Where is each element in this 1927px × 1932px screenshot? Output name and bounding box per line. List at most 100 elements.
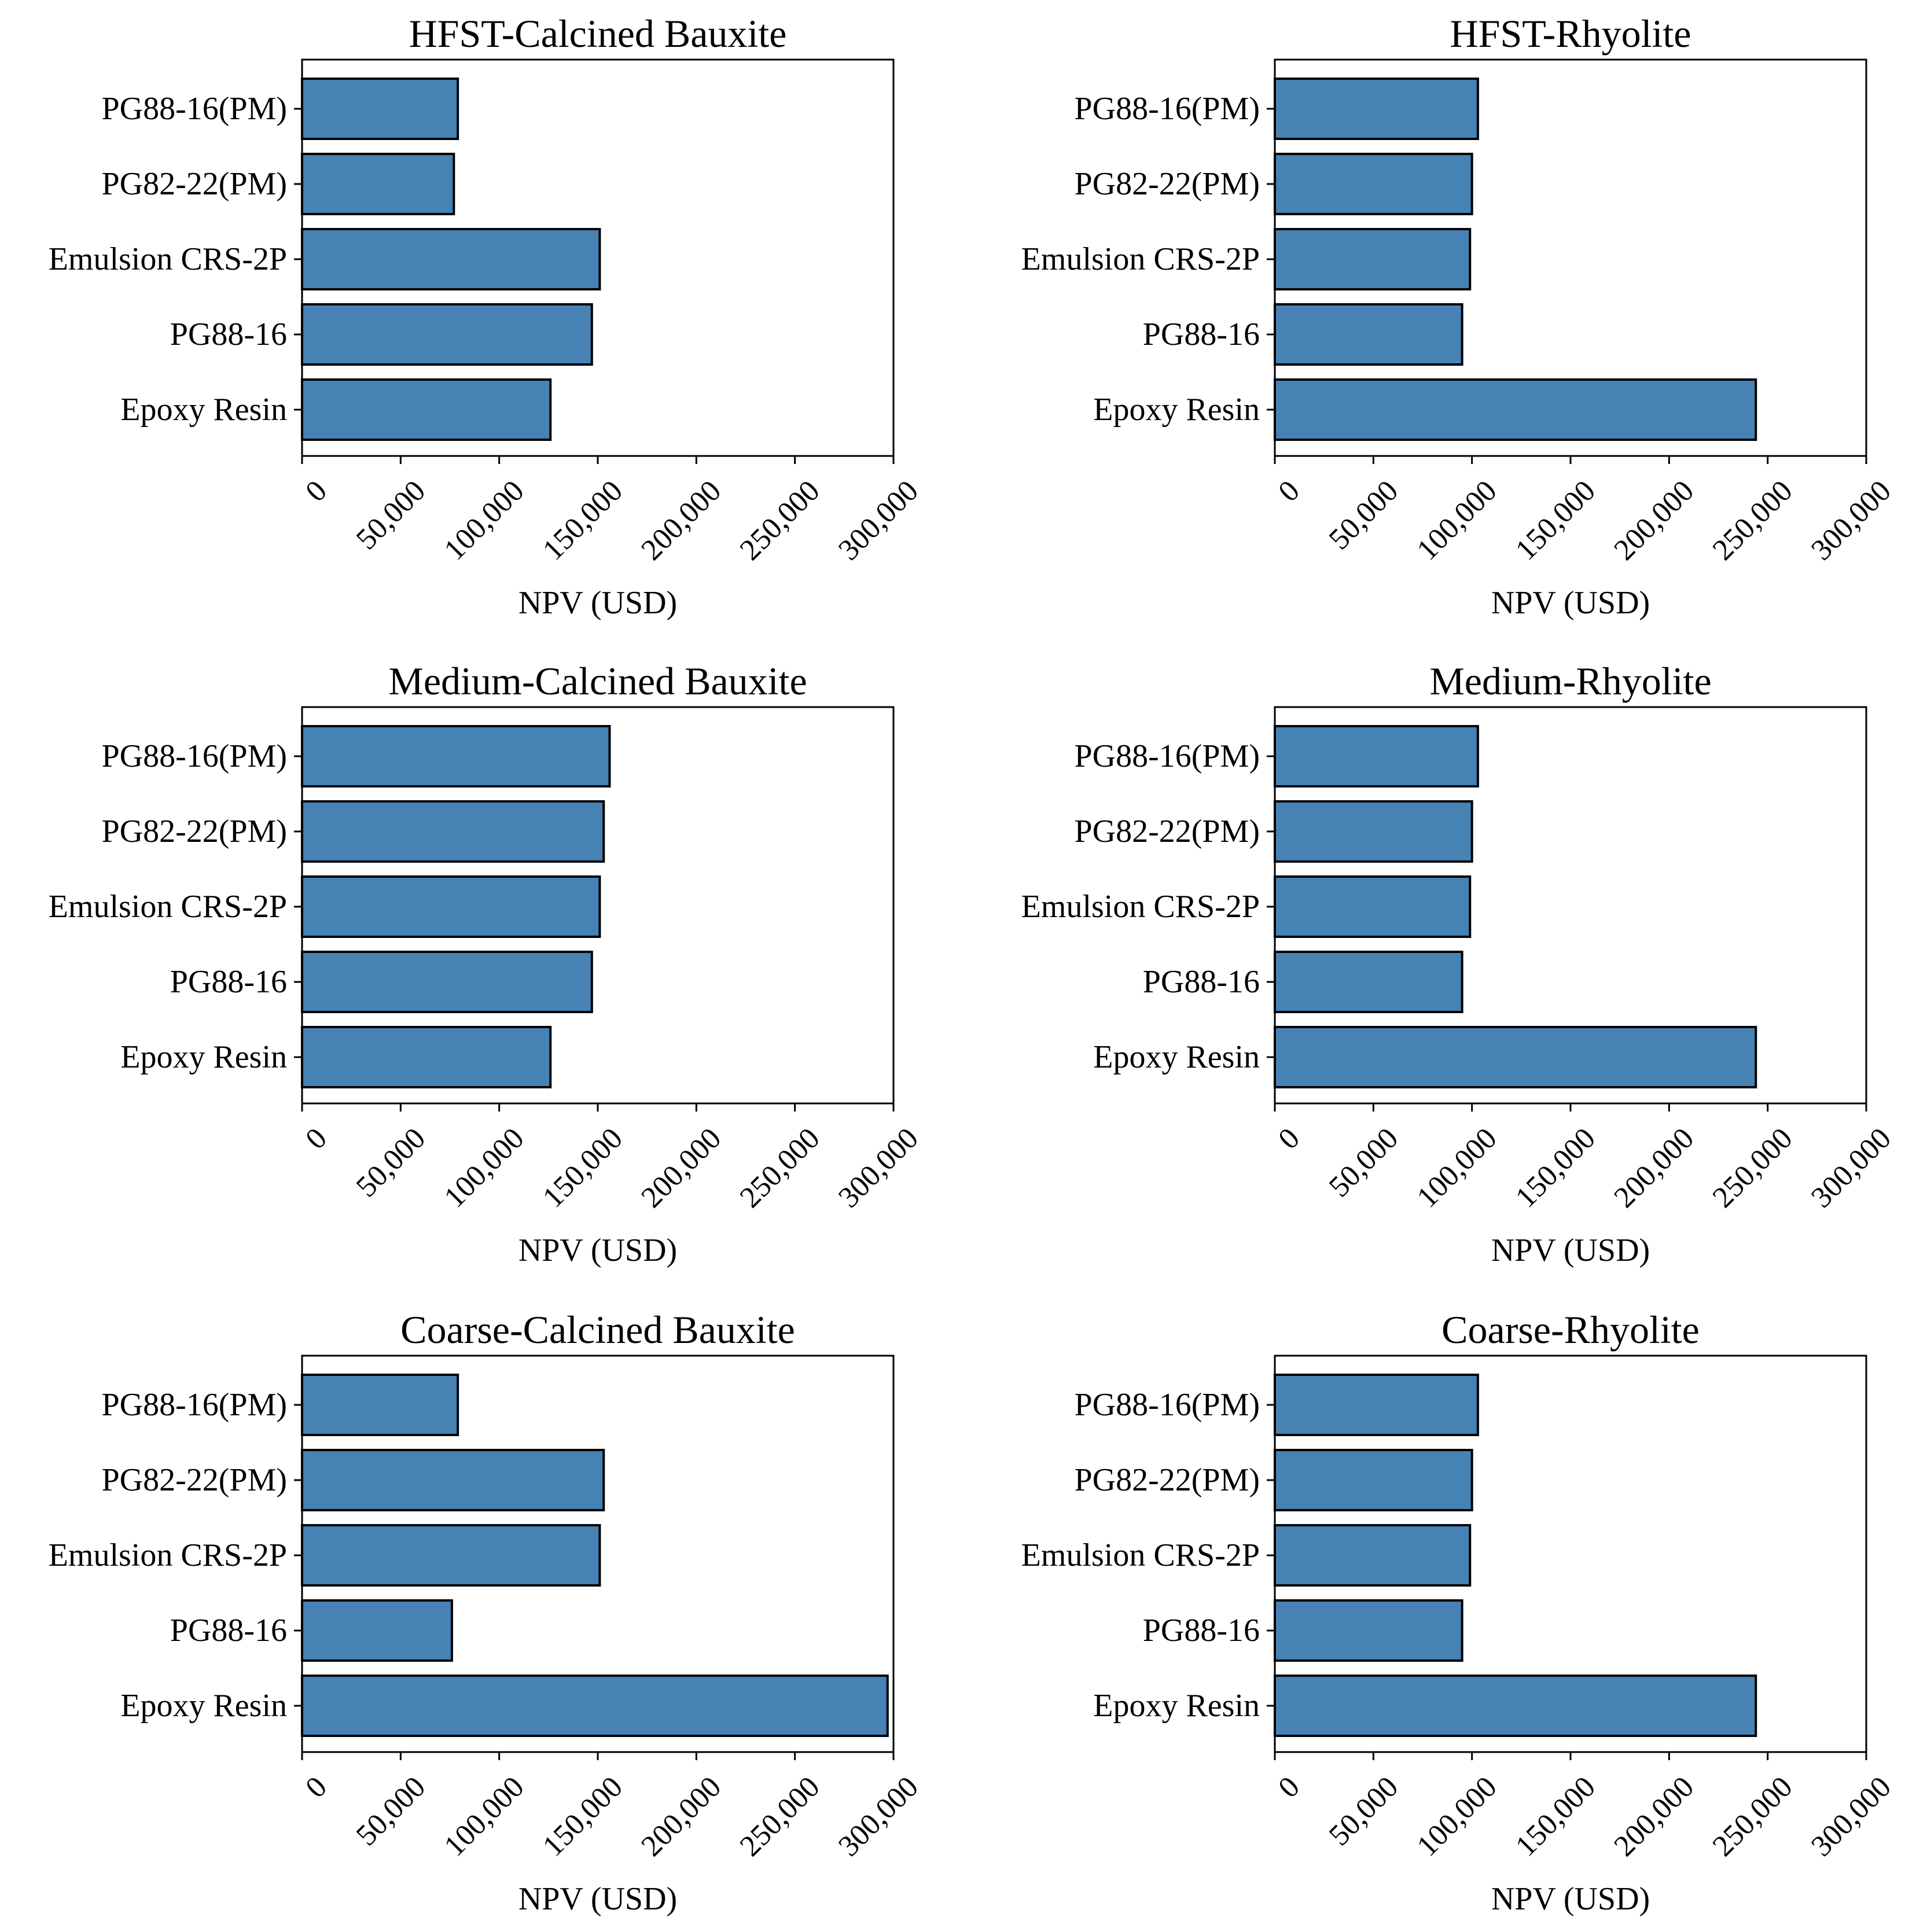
bar — [1274, 1026, 1757, 1088]
x-tick-label: 100,000 — [438, 474, 531, 567]
x-tick-label: 0 — [1272, 474, 1306, 509]
chart-panel: Medium-Calcined Bauxite PG88-16(PM) PG82-2… — [49, 659, 925, 1268]
chart-title: HFST-Rhyolite — [1450, 12, 1691, 56]
y-tick-label: PG88-16 — [1143, 964, 1260, 1000]
x-axis-label: NPV (USD) — [1491, 1881, 1650, 1917]
y-tick-label: Emulsion CRS-2P — [1021, 889, 1260, 925]
x-tick-label: 50,000 — [1323, 1122, 1404, 1204]
y-tick-label: PG88-16(PM) — [102, 91, 287, 127]
x-tick-label: 100,000 — [438, 1122, 531, 1215]
chart-panel: HFST-Calcined Bauxite PG88-16(PM) PG82-22(… — [49, 12, 925, 621]
bar — [301, 1026, 552, 1088]
y-tick-label: PG88-16(PM) — [1075, 1387, 1260, 1423]
bar — [1274, 378, 1757, 441]
x-tick-label: 0 — [299, 1122, 333, 1156]
x-tick-label: 200,000 — [1608, 474, 1700, 567]
bar — [1274, 303, 1463, 366]
x-tick-label: 300,000 — [1805, 1122, 1897, 1215]
y-tick-label: Emulsion CRS-2P — [49, 241, 287, 277]
y-tick-label: PG82-22(PM) — [1075, 166, 1260, 202]
bar — [301, 1449, 605, 1511]
bar — [301, 800, 605, 863]
y-tick-label: PG88-16(PM) — [102, 738, 287, 774]
bar — [301, 875, 601, 938]
y-tick-label: PG88-16 — [170, 1613, 287, 1648]
x-axis-label: NPV (USD) — [518, 1881, 677, 1917]
bar — [301, 725, 611, 787]
y-tick-label: PG88-16 — [170, 317, 287, 352]
x-tick-label: 300,000 — [832, 474, 925, 567]
y-tick-label: Emulsion CRS-2P — [49, 889, 287, 925]
y-tick-label: PG88-16(PM) — [1075, 738, 1260, 774]
x-tick-label: 250,000 — [1707, 1771, 1799, 1863]
chart-title: Coarse-Rhyolite — [1441, 1308, 1700, 1352]
y-tick-label: PG88-16 — [170, 964, 287, 1000]
bar — [1274, 153, 1473, 215]
chart-panel: Coarse-Calcined Bauxite PG88-16(PM) PG82-2… — [49, 1308, 925, 1917]
y-tick-label: PG82-22(PM) — [102, 1462, 287, 1498]
x-axis-label: NPV (USD) — [518, 585, 677, 621]
x-tick-label: 0 — [299, 474, 333, 509]
x-tick-label: 300,000 — [832, 1122, 925, 1215]
x-tick-label: 150,000 — [536, 1771, 629, 1863]
x-tick-label: 50,000 — [350, 1771, 432, 1852]
x-tick-label: 300,000 — [1805, 1771, 1897, 1863]
x-tick-label: 0 — [299, 1771, 333, 1805]
bar — [1274, 725, 1479, 787]
x-tick-label: 150,000 — [1509, 1122, 1602, 1215]
x-tick-label: 250,000 — [1707, 474, 1799, 567]
x-tick-label: 200,000 — [635, 1771, 727, 1863]
chart-panel: Medium-Rhyolite PG88-16(PM) PG82-22(PM) Emu… — [1021, 659, 1897, 1268]
chart-title: Medium-Rhyolite — [1429, 659, 1711, 703]
y-tick-label: PG82-22(PM) — [1075, 814, 1260, 849]
x-tick-label: 150,000 — [536, 1122, 629, 1215]
bar — [1274, 1374, 1479, 1436]
x-tick-label: 50,000 — [1323, 1771, 1404, 1852]
y-tick-label: Emulsion CRS-2P — [49, 1537, 287, 1573]
bar — [1274, 1449, 1473, 1511]
bar — [301, 1599, 453, 1662]
y-tick-label: PG88-16(PM) — [102, 1387, 287, 1423]
x-tick-label: 150,000 — [1509, 1771, 1602, 1863]
y-tick-label: Emulsion CRS-2P — [1021, 241, 1260, 277]
x-tick-label: 200,000 — [635, 474, 727, 567]
bar — [301, 303, 593, 366]
x-axis-label: NPV (USD) — [518, 1232, 677, 1268]
y-tick-label: PG88-16(PM) — [1075, 91, 1260, 127]
bar — [1274, 1524, 1472, 1587]
x-tick-label: 50,000 — [350, 1122, 432, 1204]
chart-title: HFST-Calcined Bauxite — [409, 12, 787, 56]
bar — [301, 153, 455, 215]
y-tick-label: PG82-22(PM) — [102, 166, 287, 202]
y-tick-label: PG82-22(PM) — [1075, 1462, 1260, 1498]
y-tick-label: Epoxy Resin — [120, 1688, 287, 1724]
x-tick-label: 250,000 — [734, 474, 826, 567]
chart-panel: HFST-Rhyolite PG88-16(PM) PG82-22(PM) Emuls… — [1021, 12, 1897, 621]
bar — [301, 1675, 889, 1737]
y-tick-label: PG88-16 — [1143, 1613, 1260, 1648]
x-axis-label: NPV (USD) — [1491, 585, 1650, 621]
x-tick-label: 100,000 — [1411, 1122, 1503, 1215]
x-tick-label: 150,000 — [536, 474, 629, 567]
bar — [301, 378, 552, 441]
bar — [301, 1524, 601, 1587]
x-tick-label: 300,000 — [1805, 474, 1897, 567]
bar — [1274, 800, 1473, 863]
y-tick-label: Epoxy Resin — [1093, 1039, 1260, 1075]
bar — [1274, 1675, 1757, 1737]
bar — [301, 951, 593, 1013]
bar — [1274, 951, 1463, 1013]
bar — [1274, 875, 1472, 938]
bar — [1274, 78, 1479, 140]
x-tick-label: 200,000 — [1608, 1122, 1700, 1215]
bar — [301, 78, 459, 140]
bar — [301, 228, 601, 290]
x-tick-label: 0 — [1272, 1771, 1306, 1805]
x-tick-label: 300,000 — [832, 1771, 925, 1863]
y-tick-label: Epoxy Resin — [120, 392, 287, 428]
y-tick-label: Epoxy Resin — [1093, 1688, 1260, 1724]
chart-title: Coarse-Calcined Bauxite — [400, 1308, 795, 1352]
bar — [1274, 1599, 1463, 1662]
bar — [301, 1374, 459, 1436]
x-tick-label: 100,000 — [438, 1771, 531, 1863]
